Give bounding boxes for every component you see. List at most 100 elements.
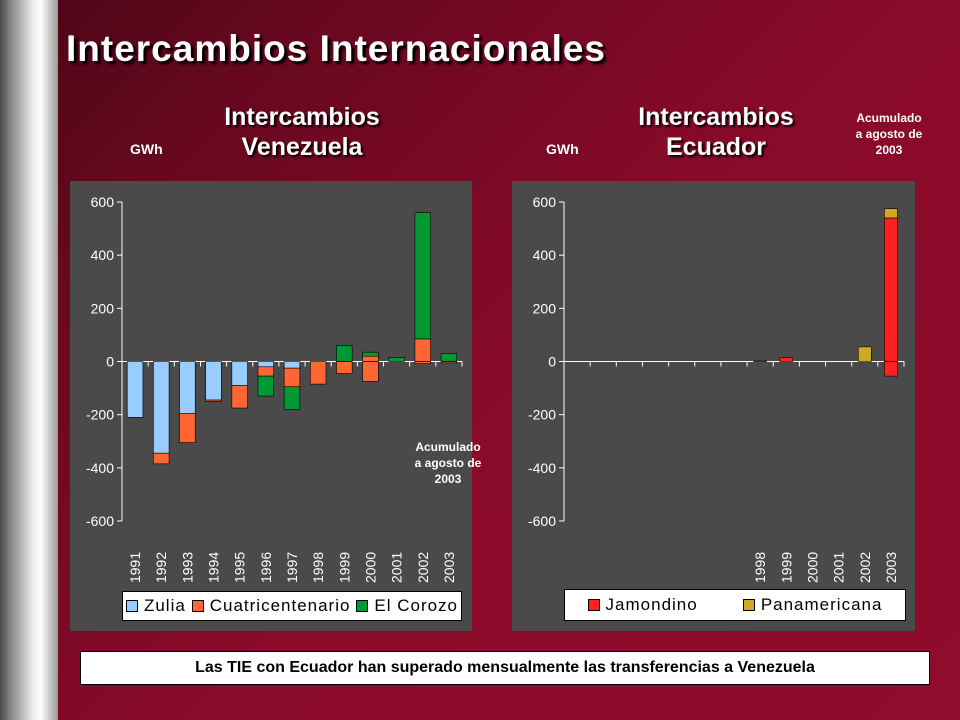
x-tick-label-1993: 1993 bbox=[179, 552, 195, 583]
ecuador-note-line1: Acumulado bbox=[856, 111, 922, 125]
venezuela-subtitle: Intercambios Venezuela bbox=[182, 102, 422, 162]
legend-swatch-zulia bbox=[125, 600, 138, 612]
y-tick-label: -600 bbox=[528, 513, 556, 529]
bar-zulia-1992 bbox=[153, 361, 170, 454]
y-tick-label: 400 bbox=[91, 247, 115, 263]
legend-label-panamericana: Panamericana bbox=[760, 595, 883, 614]
left-decorative-bar bbox=[0, 0, 58, 720]
legend-swatch-jamondino bbox=[587, 599, 600, 611]
footer-message: Las TIE con Ecuador han superado mensual… bbox=[80, 651, 930, 685]
ecuador-accumulated-note: Acumulado a agosto de 2003 bbox=[834, 110, 944, 158]
bar-zulia-1997 bbox=[283, 361, 301, 369]
venezuela-accumulated-note: Acumulado a agosto de 2003 bbox=[393, 439, 503, 487]
x-tick-label-2003: 2003 bbox=[883, 552, 899, 583]
x-tick-label-1994: 1994 bbox=[206, 552, 222, 583]
bar-cuatricentenario-2000 bbox=[362, 361, 379, 382]
y-tick-label: -600 bbox=[86, 513, 114, 529]
legend-item-zulia: Zulia bbox=[125, 596, 186, 616]
x-tick-label-2001: 2001 bbox=[831, 552, 847, 583]
x-tick-label-1999: 1999 bbox=[336, 552, 352, 583]
legend-label-zulia: Zulia bbox=[143, 596, 186, 615]
x-tick-label-2002: 2002 bbox=[415, 552, 431, 583]
x-tick-label-2000: 2000 bbox=[362, 552, 378, 583]
venezuela-note-line1: Acumulado bbox=[415, 440, 481, 454]
y-tick-label: 600 bbox=[533, 194, 557, 210]
x-tick-label-1998: 1998 bbox=[752, 552, 768, 583]
x-tick-label-2000: 2000 bbox=[804, 552, 820, 583]
legend-swatch-panamericana bbox=[742, 599, 755, 611]
ecuador-subtitle-line2: Ecuador bbox=[665, 133, 767, 161]
y-tick-label: -400 bbox=[86, 460, 114, 476]
bar-jamondino-2003 bbox=[884, 217, 898, 362]
y-tick-label: 0 bbox=[106, 354, 114, 370]
ecuador-unit-label: GWh bbox=[546, 141, 579, 157]
bar-cuatricentenario-1997 bbox=[283, 367, 301, 388]
bar-cuatricentenario-1996 bbox=[257, 366, 274, 377]
bar-el-corozo-2001 bbox=[388, 357, 405, 362]
legend-swatch-el-corozo bbox=[356, 600, 369, 612]
legend-item-el-corozo: El Corozo bbox=[356, 596, 458, 616]
legend-item-cuatricentenario: Cuatricentenario bbox=[191, 596, 351, 616]
bar-el-corozo-2000 bbox=[362, 351, 379, 357]
bar-el-corozo-1999 bbox=[336, 345, 353, 362]
y-tick-label: -400 bbox=[528, 460, 556, 476]
y-tick-label: 600 bbox=[91, 194, 115, 210]
bar-zulia-1993 bbox=[179, 361, 196, 414]
bar-el-corozo-2003 bbox=[440, 353, 458, 362]
bar-zulia-1991 bbox=[126, 361, 144, 418]
ecuador-note-line3: 2003 bbox=[875, 143, 903, 157]
x-tick-label-2001: 2001 bbox=[389, 552, 405, 583]
ecuador-chart-panel: -600 -400 -200 0 200 400 600 1998 1999 2000 2001 20… bbox=[512, 181, 915, 631]
bar-el-corozo-2002 bbox=[414, 212, 431, 340]
venezuela-legend: Zulia Cuatricentenario El Corozo bbox=[122, 591, 462, 621]
bar-cuatricentenario-2002 bbox=[414, 338, 431, 362]
page-title: Intercambios Internacionales bbox=[66, 28, 607, 69]
bar-zulia-1995 bbox=[231, 361, 248, 386]
bar-panamericana-2003 bbox=[884, 208, 898, 219]
venezuela-note-line3: 2003 bbox=[434, 472, 462, 486]
x-tick-label-1991: 1991 bbox=[127, 552, 143, 583]
bar-cuatricentenario-1992 bbox=[153, 452, 170, 465]
bar-panamericana-2002 bbox=[857, 346, 872, 362]
x-tick-label-1998: 1998 bbox=[310, 552, 326, 583]
x-tick-label-1997: 1997 bbox=[284, 552, 300, 583]
x-tick-label-1992: 1992 bbox=[153, 552, 169, 583]
y-tick-label: 200 bbox=[91, 300, 115, 316]
bar-jamondino-1999 bbox=[779, 357, 794, 362]
y-tick-label: 400 bbox=[533, 247, 557, 263]
legend-label-el-corozo: El Corozo bbox=[374, 596, 459, 615]
bar-cuatricentenario-1994 bbox=[205, 399, 222, 402]
bar-zulia-1994 bbox=[205, 361, 222, 401]
legend-item-panamericana: Panamericana bbox=[742, 595, 883, 615]
bar-cuatricentenario-1999 bbox=[336, 361, 353, 374]
ecuador-note-line2: a agosto de bbox=[855, 127, 923, 141]
y-tick-label: 0 bbox=[548, 354, 556, 370]
bar-jamondino-2003 bbox=[884, 361, 898, 377]
bar-cuatricentenario-1995 bbox=[231, 385, 248, 409]
ecuador-subtitle: Intercambios Ecuador bbox=[596, 102, 836, 162]
venezuela-unit-label: GWh bbox=[130, 141, 163, 157]
ecuador-chart: -600 -400 -200 0 200 400 600 1998 1999 2000 2001 20… bbox=[528, 194, 905, 583]
x-tick-label-2003: 2003 bbox=[441, 552, 457, 583]
venezuela-chart: -600 -400 -200 0 200 400 600 1991 1992 1993 1994 19… bbox=[86, 194, 463, 583]
bar-el-corozo-1997 bbox=[283, 386, 301, 410]
venezuela-subtitle-line1: Intercambios bbox=[224, 103, 380, 131]
venezuela-chart-panel: -600 -400 -200 0 200 400 600 1991 1992 1993 1994 19… bbox=[70, 181, 481, 631]
venezuela-note-line2: a agosto de bbox=[414, 456, 482, 470]
bar-cuatricentenario-1998 bbox=[310, 361, 327, 385]
bar-jamondino-1998 bbox=[753, 360, 767, 362]
y-tick-label: 200 bbox=[533, 300, 557, 316]
bar-zulia-1996 bbox=[257, 361, 274, 368]
legend-label-jamondino: Jamondino bbox=[605, 595, 698, 614]
x-tick-label-1996: 1996 bbox=[258, 552, 274, 583]
bar-cuatricentenario-2000 bbox=[362, 355, 379, 362]
x-tick-label-2002: 2002 bbox=[857, 552, 873, 583]
y-tick-label: -200 bbox=[86, 407, 114, 423]
legend-label-cuatricentenario: Cuatricentenario bbox=[209, 596, 351, 615]
venezuela-subtitle-line2: Venezuela bbox=[241, 133, 363, 161]
legend-swatch-cuatricentenario bbox=[191, 600, 204, 612]
bar-el-corozo-1996 bbox=[257, 375, 274, 397]
ecuador-legend: Jamondino Panamericana bbox=[564, 589, 906, 621]
y-tick-label: -200 bbox=[528, 407, 556, 423]
x-tick-label-1995: 1995 bbox=[232, 552, 248, 583]
